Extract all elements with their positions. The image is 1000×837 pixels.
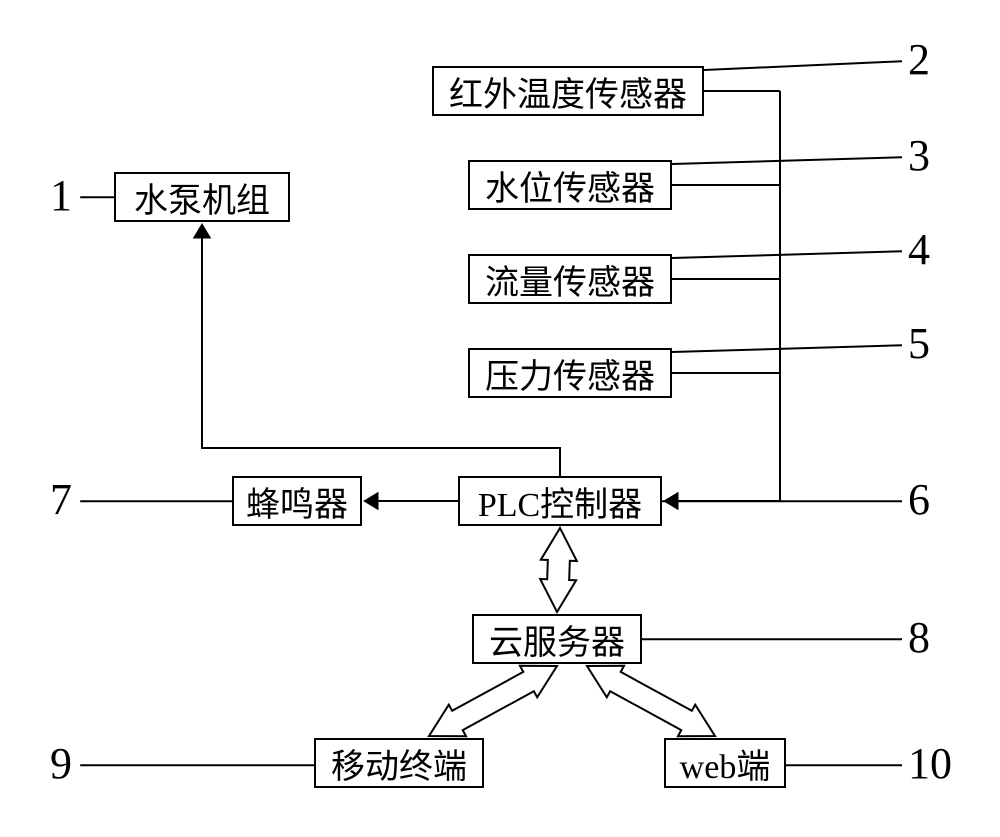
node-n3: 水位传感器 (468, 160, 672, 210)
node-n7: 蜂鸣器 (232, 476, 362, 526)
node-n4: 流量传感器 (468, 254, 672, 304)
ref-label-1: 1 (50, 170, 72, 221)
connections-layer (0, 0, 1000, 837)
node-label: 水泵机组 (134, 173, 270, 222)
ref-label-9: 9 (50, 738, 72, 789)
node-n2: 红外温度传感器 (432, 66, 704, 116)
ref-label-text: 1 (50, 171, 72, 220)
ref-label-6: 6 (908, 474, 930, 525)
ref-label-text: 4 (908, 225, 930, 274)
node-label: 蜂鸣器 (246, 477, 348, 526)
node-n10: web端 (664, 738, 786, 788)
ref-label-2: 2 (908, 34, 930, 85)
node-label: 移动终端 (331, 739, 467, 788)
ref-label-7: 7 (50, 474, 72, 525)
node-n1: 水泵机组 (114, 172, 290, 222)
ref-label-text: 5 (908, 319, 930, 368)
diagram-stage: 水泵机组 红外温度传感器水位传感器流量传感器压力传感器 PLC控制器 蜂鸣器云服务器移… (0, 0, 1000, 837)
node-n5: 压力传感器 (468, 348, 672, 398)
ref-label-10: 10 (908, 738, 952, 789)
ref-label-text: 6 (908, 475, 930, 524)
node-label: PLC控制器 (478, 477, 642, 526)
ref-label-4: 4 (908, 224, 930, 275)
node-label: 红外温度传感器 (449, 67, 687, 116)
ref-label-text: 10 (908, 739, 952, 788)
ref-label-5: 5 (908, 318, 930, 369)
ref-label-text: 3 (908, 131, 930, 180)
ref-label-text: 8 (908, 613, 930, 662)
ref-label-text: 9 (50, 739, 72, 788)
node-label: 流量传感器 (485, 255, 655, 304)
ref-label-text: 2 (908, 35, 930, 84)
node-n6: PLC控制器 (458, 476, 662, 526)
node-n8: 云服务器 (472, 614, 642, 664)
node-label: 云服务器 (489, 615, 625, 664)
ref-label-text: 7 (50, 475, 72, 524)
node-label: 水位传感器 (485, 161, 655, 210)
node-n9: 移动终端 (314, 738, 484, 788)
node-label: web端 (680, 739, 771, 788)
ref-label-3: 3 (908, 130, 930, 181)
node-label: 压力传感器 (485, 349, 655, 398)
ref-label-8: 8 (908, 612, 930, 663)
